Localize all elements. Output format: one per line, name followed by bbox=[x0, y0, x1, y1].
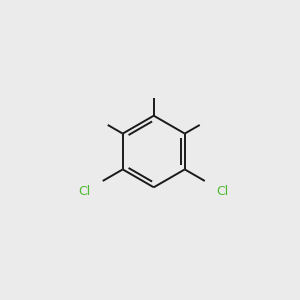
Text: Cl: Cl bbox=[217, 185, 229, 198]
Text: Cl: Cl bbox=[79, 185, 91, 198]
